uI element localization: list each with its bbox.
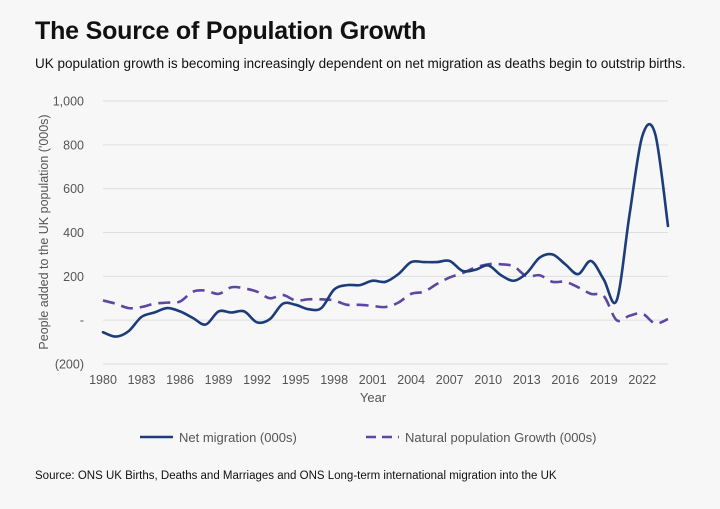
y-tick-label: 800 bbox=[63, 138, 84, 152]
x-tick-label: 1986 bbox=[166, 373, 194, 387]
chart-subtitle: UK population growth is becoming increas… bbox=[35, 56, 686, 71]
line-chart: (200) - 200 400 600 800 1,000 1980 1983 1986 1989… bbox=[37, 95, 670, 445]
y-tick-label: (200) bbox=[55, 358, 84, 372]
legend-label-net-migration: Net migration (000s) bbox=[179, 430, 297, 445]
chart-title: The Source of Population Growth bbox=[35, 17, 427, 45]
y-tick-label: 400 bbox=[63, 226, 84, 240]
legend: Net migration (000s) Natural population … bbox=[140, 430, 597, 445]
x-tick-label: 2013 bbox=[513, 373, 541, 387]
y-axis-label: People added to the UK population ('000s… bbox=[37, 114, 51, 349]
x-tick-label: 2001 bbox=[359, 373, 387, 387]
x-tick-label: 1983 bbox=[128, 373, 156, 387]
series-line-natural-growth bbox=[102, 262, 669, 325]
y-tick-label: - bbox=[80, 314, 84, 328]
x-axis-label: Year bbox=[360, 390, 387, 405]
x-tick-label: 2016 bbox=[551, 373, 579, 387]
source-note: Source: ONS UK Births, Deaths and Marria… bbox=[35, 470, 557, 482]
x-tick-label: 2004 bbox=[397, 373, 425, 387]
series-lines bbox=[101, 122, 670, 338]
series-line-net-migration bbox=[101, 122, 670, 338]
legend-label-natural-growth: Natural population Growth (000s) bbox=[405, 430, 597, 445]
gridlines bbox=[103, 100, 668, 365]
x-tick-label: 1998 bbox=[320, 373, 348, 387]
x-tick-label: 2022 bbox=[628, 373, 656, 387]
y-tick-label: 200 bbox=[63, 270, 84, 284]
legend-item-net-migration[interactable]: Net migration (000s) bbox=[140, 430, 297, 445]
x-tick-labels: 1980 1983 1986 1989 1992 1995 1998 2001 2004 2007… bbox=[89, 373, 656, 387]
legend-item-natural-growth[interactable]: Natural population Growth (000s) bbox=[366, 430, 597, 445]
x-tick-label: 1992 bbox=[243, 373, 271, 387]
x-tick-label: 2010 bbox=[474, 373, 502, 387]
x-tick-label: 1989 bbox=[205, 373, 233, 387]
x-tick-label: 2019 bbox=[590, 373, 618, 387]
x-tick-label: 1980 bbox=[89, 373, 117, 387]
x-tick-label: 1995 bbox=[282, 373, 310, 387]
x-tick-label: 2007 bbox=[436, 373, 464, 387]
y-tick-labels: (200) - 200 400 600 800 1,000 bbox=[53, 95, 84, 372]
y-tick-label: 1,000 bbox=[53, 95, 84, 109]
y-tick-label: 600 bbox=[63, 182, 84, 196]
